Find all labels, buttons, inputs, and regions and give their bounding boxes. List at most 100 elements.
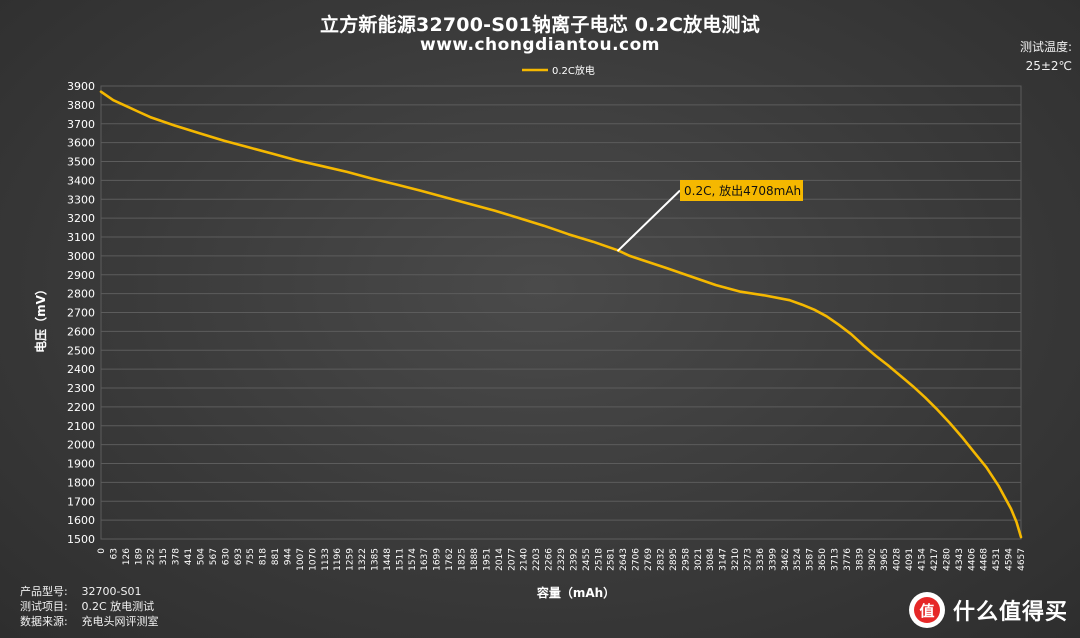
y-tick-label: 2300	[67, 382, 95, 395]
y-tick-label: 1800	[67, 476, 95, 489]
series-line	[99, 90, 1023, 539]
x-tick-label: 3084	[706, 548, 716, 571]
x-tick-label: 2958	[681, 548, 691, 571]
x-tick-label: 3776	[843, 548, 853, 571]
x-tick-label: 0	[97, 548, 107, 554]
annotation-box	[680, 180, 803, 201]
y-tick-label: 3800	[67, 99, 95, 112]
x-tick-label: 1637	[420, 548, 430, 571]
x-tick-label: 2266	[545, 548, 555, 571]
y-tick-label: 1900	[67, 458, 95, 471]
x-tick-label: 2455	[582, 548, 592, 571]
x-tick-label: 4091	[905, 548, 915, 571]
y-tick-label: 2400	[67, 363, 95, 376]
x-tick-label: 944	[283, 548, 293, 565]
annotation: 0.2C, 放出4708mAh	[616, 180, 803, 252]
x-tick-label: 252	[147, 548, 157, 565]
x-tick-label: 3713	[831, 548, 841, 571]
x-tick-label: 3147	[719, 548, 729, 571]
x-tick-label: 567	[209, 548, 219, 565]
y-tick-label: 3900	[67, 80, 95, 93]
x-tick-label: 3524	[793, 548, 803, 571]
x-tick-label: 3650	[818, 548, 828, 571]
x-tick-labels: 0 63 126 189 252 315 378 441 504 567 630 693 755 818 8…	[97, 548, 1027, 571]
chart-subtitle: www.chongdiantou.com	[419, 35, 661, 55]
x-tick-label: 2014	[495, 548, 505, 571]
x-tick-label: 2832	[656, 548, 666, 571]
x-tick-label: 2329	[557, 548, 567, 571]
x-tick-label: 315	[159, 548, 169, 565]
x-tick-label: 1322	[358, 548, 368, 571]
y-tick-label: 1500	[67, 533, 95, 546]
x-tick-label: 4217	[930, 548, 940, 571]
x-tick-label: 3273	[743, 548, 753, 571]
x-tick-label: 2706	[632, 548, 642, 571]
y-tick-labels: 1500 1600 1700 1800 1900 2000 2100 2200 2300 2400…	[67, 80, 95, 546]
x-tick-label: 1259	[346, 548, 356, 571]
x-tick-label: 504	[196, 548, 206, 565]
y-axis-title: 电压（mV）	[33, 283, 48, 353]
x-tick-label: 4594	[1005, 548, 1015, 571]
grid-lines	[100, 85, 1022, 540]
x-tick-label: 1070	[308, 548, 318, 571]
x-tick-label: 3965	[880, 548, 890, 571]
smzdm-logo: 值 什么值得买	[908, 590, 1068, 630]
x-tick-label: 3336	[756, 548, 766, 571]
temperature-label: 测试温度:	[1019, 40, 1072, 54]
x-tick-label: 1133	[321, 548, 331, 571]
y-tick-label: 3400	[67, 174, 95, 187]
x-tick-label: 126	[122, 548, 132, 565]
temperature-value: 25±2℃	[1025, 59, 1072, 73]
x-tick-label: 4280	[942, 548, 952, 571]
x-tick-label: 1385	[371, 548, 381, 571]
y-tick-label: 3700	[67, 118, 95, 131]
info-key: 产品型号:	[20, 585, 68, 598]
y-tick-label: 3000	[67, 250, 95, 263]
x-tick-label: 3902	[868, 548, 878, 571]
x-tick-label: 881	[271, 548, 281, 565]
chart-title: 立方新能源32700-S01钠离子电芯 0.2C放电测试	[320, 14, 760, 36]
y-tick-label: 3100	[67, 231, 95, 244]
annotation-leader	[616, 189, 681, 252]
x-tick-label: 378	[172, 548, 182, 565]
info-row-model: 产品型号: 32700-S01	[20, 584, 159, 599]
x-tick-label: 3587	[806, 548, 816, 571]
x-tick-label: 4154	[918, 548, 928, 571]
smzdm-logo-icon: 值	[908, 592, 945, 628]
annotation-label: 0.2C, 放出4708mAh	[684, 183, 801, 198]
legend: 0.2C放电	[522, 64, 595, 77]
x-tick-label: 1699	[433, 548, 443, 571]
series-layer	[99, 90, 1023, 539]
x-tick-label: 1762	[445, 548, 455, 571]
x-tick-label: 630	[221, 548, 231, 565]
legend-label: 0.2C放电	[552, 64, 595, 77]
y-tick-label: 2700	[67, 307, 95, 320]
y-tick-label: 1700	[67, 495, 95, 508]
x-tick-label: 818	[259, 548, 269, 565]
y-tick-label: 2100	[67, 420, 95, 433]
x-tick-label: 4657	[1017, 548, 1027, 571]
y-tick-label: 2000	[67, 439, 95, 452]
x-tick-label: 2203	[532, 548, 542, 571]
x-tick-label: 1951	[482, 548, 492, 571]
x-axis-title: 容量（mAh）	[536, 585, 615, 600]
x-tick-label: 2895	[669, 548, 679, 571]
x-tick-label: 63	[109, 548, 119, 559]
x-tick-label: 1888	[470, 548, 480, 571]
y-tick-label: 3300	[67, 193, 95, 206]
x-tick-label: 3021	[694, 548, 704, 571]
x-tick-label: 3210	[731, 548, 741, 571]
x-tick-label: 3462	[781, 548, 791, 571]
x-tick-label: 4028	[893, 548, 903, 571]
y-tick-label: 1600	[67, 514, 95, 527]
y-tick-label: 3500	[67, 156, 95, 169]
y-tick-label: 2600	[67, 325, 95, 338]
y-tick-label: 2200	[67, 401, 95, 414]
plot-frame	[100, 85, 1022, 540]
x-tick-label: 2581	[607, 548, 617, 571]
x-tick-label: 189	[134, 548, 144, 565]
x-tick-label: 2077	[507, 548, 517, 571]
x-tick-label: 2643	[619, 548, 629, 571]
info-value: 0.2C 放电测试	[81, 600, 155, 613]
info-key: 测试项目:	[20, 600, 68, 613]
